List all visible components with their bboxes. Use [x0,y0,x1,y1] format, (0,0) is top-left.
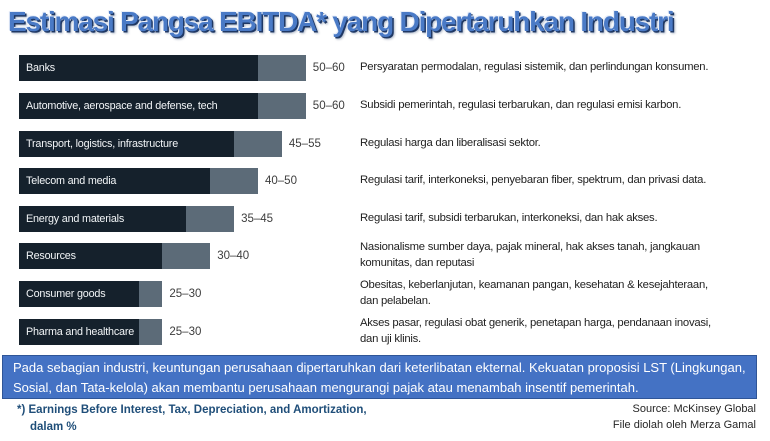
bar-min-segment: Banks [19,55,258,81]
callout-banner: Pada sebagian industri, keuntungan perus… [2,355,757,399]
footnote-line1: *) Earnings Before Interest, Tax, Deprec… [17,404,367,416]
bar-range-segment [210,168,258,194]
source-line1: Source: McKinsey Global [632,403,757,415]
bar-category-label: Telecom and media [26,175,117,187]
bar-category-label: Energy and materials [26,213,125,225]
bar-description: Regulasi tarif, interkoneksi, penyebaran… [360,174,707,187]
chart-row: Resources 30–40 Nasionalisme sumber daya, … [0,241,770,269]
chart-row: Consumer goods 25–30 Obesitas, keberlanjut… [0,279,770,307]
chart-row: Pharma and healthcare 25–30 Akses pasar, r… [0,317,770,345]
bar-range-segment [258,93,306,119]
bar-value-label: 50–60 [312,100,345,112]
bar: Energy and materials 35–45 [19,206,273,232]
bar: Automotive, aerospace and defense, tech 5… [19,93,345,119]
bar-value-label: 40–50 [264,175,297,187]
bar-min-segment: Automotive, aerospace and defense, tech [19,93,258,119]
bar-value-label: 35–45 [241,213,274,225]
bar-category-label: Resources [26,250,76,262]
bar-description: Regulasi harga dan liberalisasi sektor. [360,137,541,150]
bar-range-segment [258,55,306,81]
bar-description: Persyaratan permodalan, regulasi sistemi… [360,61,709,74]
chart-row: Automotive, aerospace and defense, tech 5… [0,93,770,119]
bar-min-segment: Resources [19,243,163,269]
page-title: Estimasi Pangsa EBITDA* yang Dipertaruhk… [8,6,675,37]
chart-row: Transport, logistics, infrastructure 45–5… [0,131,770,157]
bar-value-label: 30–40 [217,250,250,262]
bar-description: Regulasi tarif, subsidi terbarukan, inte… [360,212,658,225]
bar-category-label: Transport, logistics, infrastructure [26,138,179,150]
bar-value-label: 25–30 [169,288,202,300]
bar-category-label: Automotive, aerospace and defense, tech [26,100,218,112]
source-credit: Source: McKinsey Global File diolah oleh… [613,402,756,434]
bar: Banks 50–60 [19,55,345,81]
bar-range-segment [162,243,211,269]
bar-value-label: 50–60 [312,62,345,74]
bar: Resources 30–40 [19,243,249,269]
bar-category-label: Banks [26,62,56,74]
bar-category-label: Pharma and healthcare [26,326,135,338]
bar: Telecom and media 40–50 [19,168,297,194]
bar-min-segment: Consumer goods [19,281,139,307]
chart-row: Telecom and media 40–50 Regulasi tarif, in… [0,168,770,194]
source-line2: File diolah oleh Merza Gamal [612,418,756,431]
bar: Consumer goods 25–30 [19,281,201,307]
bar-min-segment: Transport, logistics, infrastructure [19,131,235,157]
bar-range-segment [138,319,163,345]
footnote-line2: dalam % [30,420,77,433]
bar-min-segment: Telecom and media [19,168,211,194]
bar-min-segment: Energy and materials [19,206,187,232]
bar-description: Subsidi pemerintah, regulasi terbarukan,… [360,99,682,112]
bar: Transport, logistics, infrastructure 45–5… [19,131,321,157]
bar-value-label: 25–30 [169,326,202,338]
bar-value-label: 45–55 [288,138,321,150]
chart-row: Energy and materials 35–45 Regulasi tarif,… [0,206,770,232]
chart-row: Banks 50–60 Persyaratan permodalan, regula… [0,55,770,81]
bar-range-segment [234,131,282,157]
bar-range-segment [138,281,163,307]
bar-description: Obesitas, keberlanjutan, keamanan pangan… [360,279,708,307]
bar-category-label: Consumer goods [26,288,106,300]
bar: Pharma and healthcare 25–30 [19,319,201,345]
bar-description: Nasionalisme sumber daya, pajak mineral,… [360,241,700,269]
footnote: *) Earnings Before Interest, Tax, Deprec… [17,402,367,435]
bar-range-segment [186,206,235,232]
bar-description: Akses pasar, regulasi obat generik, pene… [360,317,711,345]
bar-min-segment: Pharma and healthcare [19,319,139,345]
